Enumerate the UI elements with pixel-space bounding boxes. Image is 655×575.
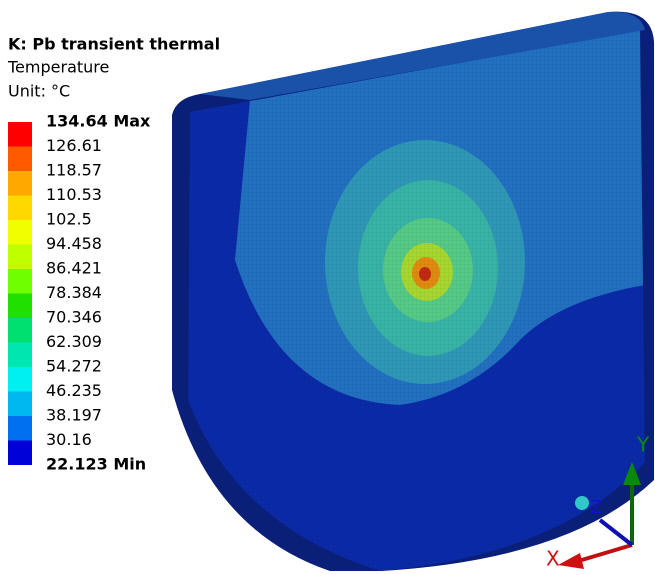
unit: Unit: °C (8, 82, 70, 101)
legend-label: 22.123 Min (46, 455, 146, 474)
legend-swatch (8, 416, 32, 441)
legend-label: 54.272 (46, 357, 102, 376)
title: K: Pb transient thermal (8, 35, 220, 54)
legend-swatch (8, 367, 32, 392)
legend-label: 70.346 (46, 308, 102, 327)
top-face (200, 11, 645, 100)
legend-swatch (8, 269, 32, 294)
legend-swatch (8, 171, 32, 196)
legend-swatch (8, 244, 32, 269)
model (172, 11, 654, 572)
axis-label: Z (590, 497, 602, 518)
legend-label: 86.421 (46, 259, 102, 278)
legend-label: 102.5 (46, 210, 92, 229)
legend-label: 62.309 (46, 332, 102, 351)
legend-label: 134.64 Max (46, 112, 151, 131)
legend-label: 110.53 (46, 185, 102, 204)
legend-label: 118.57 (46, 161, 102, 180)
legend-label: 78.384 (46, 283, 102, 302)
legend-swatch (8, 146, 32, 171)
legend-label: 30.16 (46, 430, 92, 449)
legend-swatch (8, 342, 32, 367)
legend-label: 38.197 (46, 406, 102, 425)
legend: 134.64 Max 126.61 118.57 110.53 102.5 94.458 8… (8, 112, 151, 474)
legend-swatch (8, 391, 32, 416)
legend-swatch (8, 220, 32, 245)
triad: Y Z X (546, 433, 650, 571)
legend-label: 46.235 (46, 381, 102, 400)
legend-swatch (8, 440, 32, 465)
legend-swatch (8, 318, 32, 343)
legend-swatch (8, 195, 32, 220)
axis-label: X (546, 547, 560, 571)
legend-swatch (8, 293, 32, 318)
legend-label: 126.61 (46, 136, 102, 155)
axis-label: Y (636, 433, 650, 457)
contours (188, 30, 645, 571)
legend-swatch (8, 122, 32, 147)
legend-label: 94.458 (46, 234, 102, 253)
quantity: Temperature (7, 58, 109, 77)
